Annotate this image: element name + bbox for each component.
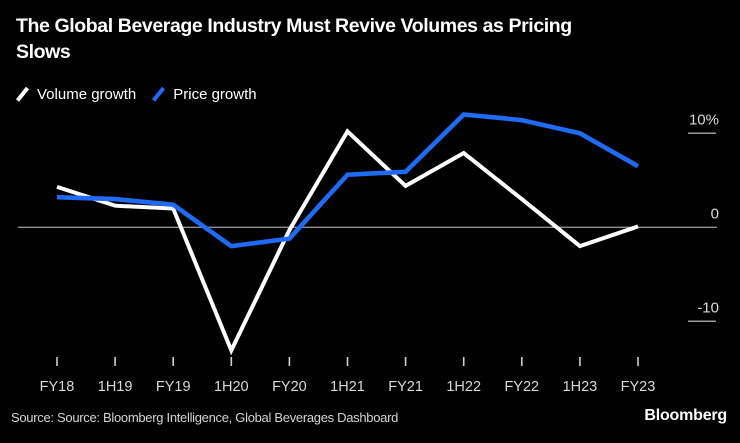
x-axis-label: FY19 [156, 379, 191, 395]
x-axis-label: FY20 [272, 379, 307, 395]
x-axis-label: FY23 [621, 379, 656, 395]
y-axis-label: 10% [689, 111, 719, 128]
x-axis-label: FY18 [40, 379, 75, 395]
y-axis-label: 0 [711, 205, 719, 222]
volume-line-swatch-icon [15, 86, 30, 102]
price-growth-line [56, 112, 640, 249]
legend-label-volume-growth: Volume growth [37, 85, 137, 103]
price-line-swatch-icon [152, 86, 166, 102]
x-axis-label: 1H22 [446, 379, 481, 395]
bloomberg-logo: Bloomberg [644, 407, 727, 424]
volume-growth-line [56, 128, 639, 356]
legend-item-volume-growth: Volume growth [15, 85, 136, 103]
chart-title: The Global Beverage Industry Must Revive… [16, 13, 572, 65]
chart-title-line1: The Global Beverage Industry Must Revive… [16, 15, 572, 37]
x-axis-label: FY21 [388, 379, 423, 395]
legend-item-price-growth: Price growth [151, 85, 257, 103]
chart-title-line2: Slows [16, 41, 71, 63]
chart-legend: Volume growth Price growth [15, 85, 257, 103]
y-axis-label: -10 [697, 299, 719, 316]
legend-label-price-growth: Price growth [173, 85, 257, 103]
x-axis-label: 1H21 [330, 379, 365, 395]
x-axis-label: 1H23 [563, 379, 598, 395]
x-axis-label: FY22 [504, 379, 539, 395]
source-note: Source: Source: Bloomberg Intelligence, … [11, 410, 399, 425]
x-axis-label: 1H19 [98, 379, 133, 395]
x-axis-label: 1H20 [214, 379, 249, 395]
